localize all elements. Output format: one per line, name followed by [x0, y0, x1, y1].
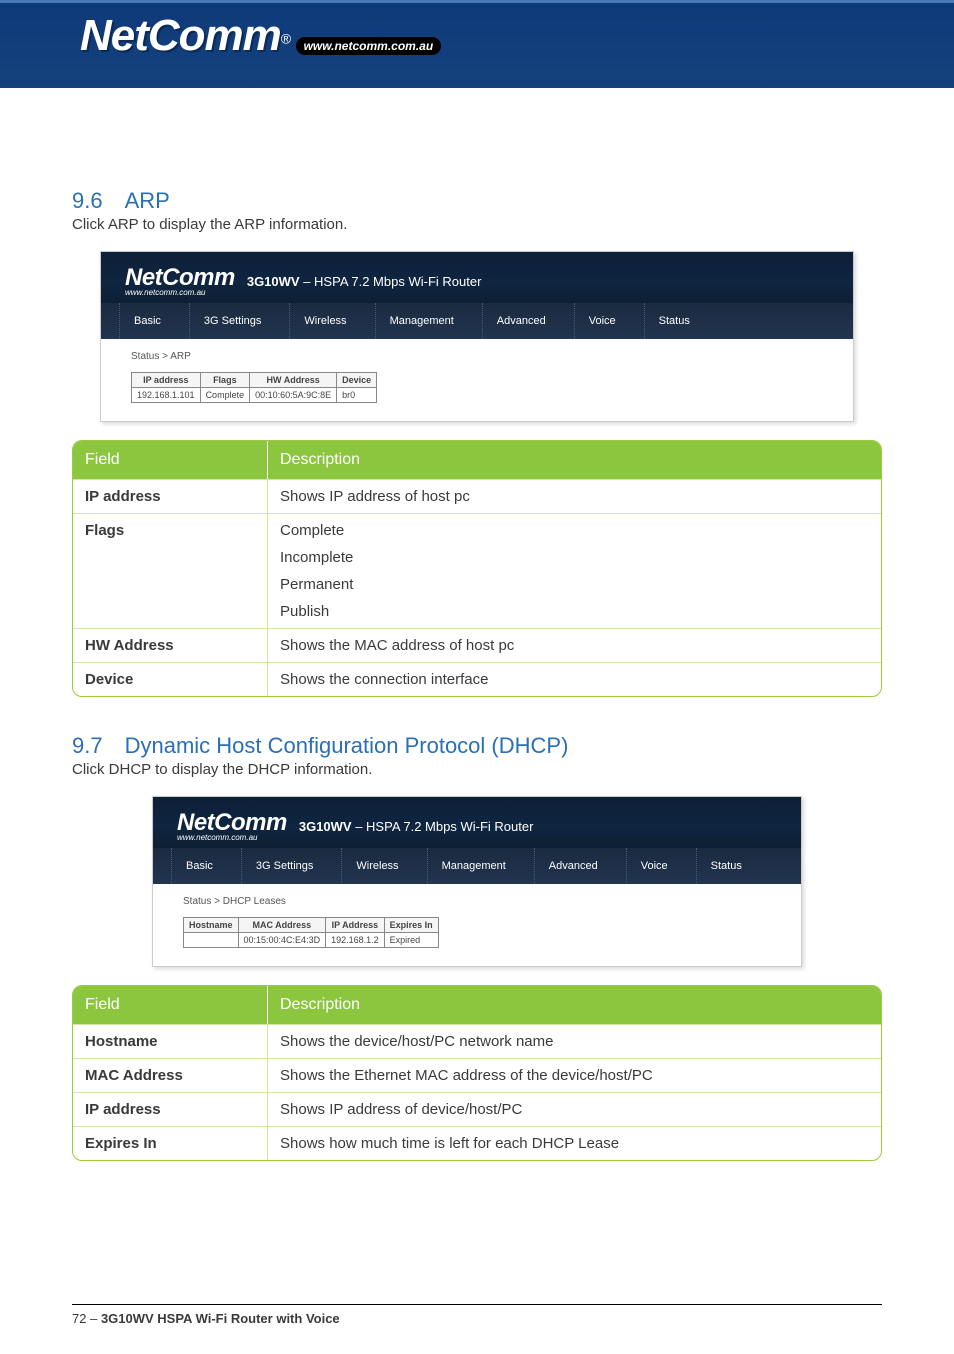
- nav-3g-settings[interactable]: 3G Settings: [189, 303, 289, 339]
- page-header-banner: NetComm® www.netcomm.com.au: [0, 0, 954, 88]
- nav-3g-settings[interactable]: 3G Settings: [241, 848, 341, 884]
- nav-basic[interactable]: Basic: [171, 848, 241, 884]
- col-expires-in: Expires In: [384, 918, 438, 933]
- nav-status[interactable]: Status: [696, 848, 770, 884]
- section-number: 9.6: [72, 188, 103, 213]
- col-mac-address: MAC Address: [238, 918, 326, 933]
- header-field: Field: [73, 986, 268, 1024]
- router-body-dhcp: Status > DHCP Leases Hostname MAC Addres…: [153, 884, 801, 966]
- nav-management[interactable]: Management: [427, 848, 534, 884]
- table-row: HW Address Shows the MAC address of host…: [73, 628, 881, 662]
- col-device: Device: [337, 373, 377, 388]
- table-row: 192.168.1.101 Complete 00:10:60:5A:9C:8E…: [132, 388, 377, 403]
- router-screenshot-arp: NetComm www.netcomm.com.au 3G10WV – HSPA…: [100, 251, 854, 422]
- table-row: IP address Shows IP address of host pc: [73, 479, 881, 513]
- section-number: 9.7: [72, 733, 103, 758]
- router-body-arp: Status > ARP IP address Flags HW Address…: [101, 339, 853, 421]
- router-model-title: 3G10WV – HSPA 7.2 Mbps Wi-Fi Router: [247, 274, 482, 289]
- nav-voice[interactable]: Voice: [574, 303, 644, 339]
- router-header: NetComm www.netcomm.com.au 3G10WV – HSPA…: [101, 252, 853, 303]
- dhcp-data-table: Hostname MAC Address IP Address Expires …: [183, 917, 439, 948]
- col-hostname: Hostname: [184, 918, 239, 933]
- logo-text: NetComm: [80, 11, 281, 60]
- page-footer: 72 – 3G10WV HSPA Wi-Fi Router with Voice: [72, 1304, 882, 1326]
- section-desc-dhcp: Click DHCP to display the DHCP informati…: [72, 761, 882, 778]
- router-logo: NetComm: [177, 811, 287, 835]
- registered-mark: ®: [281, 31, 291, 47]
- logo-url: www.netcomm.com.au: [296, 37, 442, 55]
- table-row: 00:15:00:4C:E4:3D 192.168.1.2 Expired: [184, 933, 439, 948]
- router-logo: NetComm: [125, 266, 235, 290]
- nav-management[interactable]: Management: [375, 303, 482, 339]
- nav-wireless[interactable]: Wireless: [341, 848, 426, 884]
- nav-voice[interactable]: Voice: [626, 848, 696, 884]
- dhcp-description-table: Field Description Hostname Shows the dev…: [72, 985, 882, 1161]
- breadcrumb-dhcp: Status > DHCP Leases: [183, 896, 771, 907]
- table-row: Flags Complete Incomplete Permanent Publ…: [73, 513, 881, 628]
- arp-description-table: Field Description IP address Shows IP ad…: [72, 440, 882, 697]
- section-heading-arp: 9.6 ARP: [72, 188, 882, 214]
- nav-wireless[interactable]: Wireless: [289, 303, 374, 339]
- col-ip-address: IP Address: [326, 918, 385, 933]
- col-hw-address: HW Address: [250, 373, 337, 388]
- router-header: NetComm www.netcomm.com.au 3G10WV – HSPA…: [153, 797, 801, 848]
- router-model-title: 3G10WV – HSPA 7.2 Mbps Wi-Fi Router: [299, 819, 534, 834]
- router-nav: Basic 3G Settings Wireless Management Ad…: [153, 848, 801, 884]
- section-title: ARP: [125, 188, 170, 213]
- table-row: Device Shows the connection interface: [73, 662, 881, 696]
- router-nav: Basic 3G Settings Wireless Management Ad…: [101, 303, 853, 339]
- nav-basic[interactable]: Basic: [119, 303, 189, 339]
- nav-status[interactable]: Status: [644, 303, 718, 339]
- section-heading-dhcp: 9.7 Dynamic Host Configuration Protocol (…: [72, 733, 882, 759]
- table-row: Expires In Shows how much time is left f…: [73, 1126, 881, 1160]
- header-field: Field: [73, 441, 268, 479]
- table-row: IP address Shows IP address of device/ho…: [73, 1092, 881, 1126]
- section-desc-arp: Click ARP to display the ARP information…: [72, 216, 882, 233]
- arp-data-table: IP address Flags HW Address Device 192.1…: [131, 372, 377, 403]
- header-description: Description: [268, 986, 881, 1024]
- nav-advanced[interactable]: Advanced: [482, 303, 574, 339]
- page-number: 72: [72, 1311, 86, 1326]
- table-row: MAC Address Shows the Ethernet MAC addre…: [73, 1058, 881, 1092]
- nav-advanced[interactable]: Advanced: [534, 848, 626, 884]
- table-row: Hostname Shows the device/host/PC networ…: [73, 1024, 881, 1058]
- section-title: Dynamic Host Configuration Protocol (DHC…: [125, 733, 569, 758]
- col-flags: Flags: [200, 373, 250, 388]
- footer-product: 3G10WV HSPA Wi-Fi Router with Voice: [101, 1311, 340, 1326]
- brand-logo: NetComm® www.netcomm.com.au: [80, 11, 441, 61]
- router-screenshot-dhcp: NetComm www.netcomm.com.au 3G10WV – HSPA…: [152, 796, 802, 967]
- header-description: Description: [268, 441, 881, 479]
- col-ip-address: IP address: [132, 373, 201, 388]
- breadcrumb-arp: Status > ARP: [131, 351, 823, 362]
